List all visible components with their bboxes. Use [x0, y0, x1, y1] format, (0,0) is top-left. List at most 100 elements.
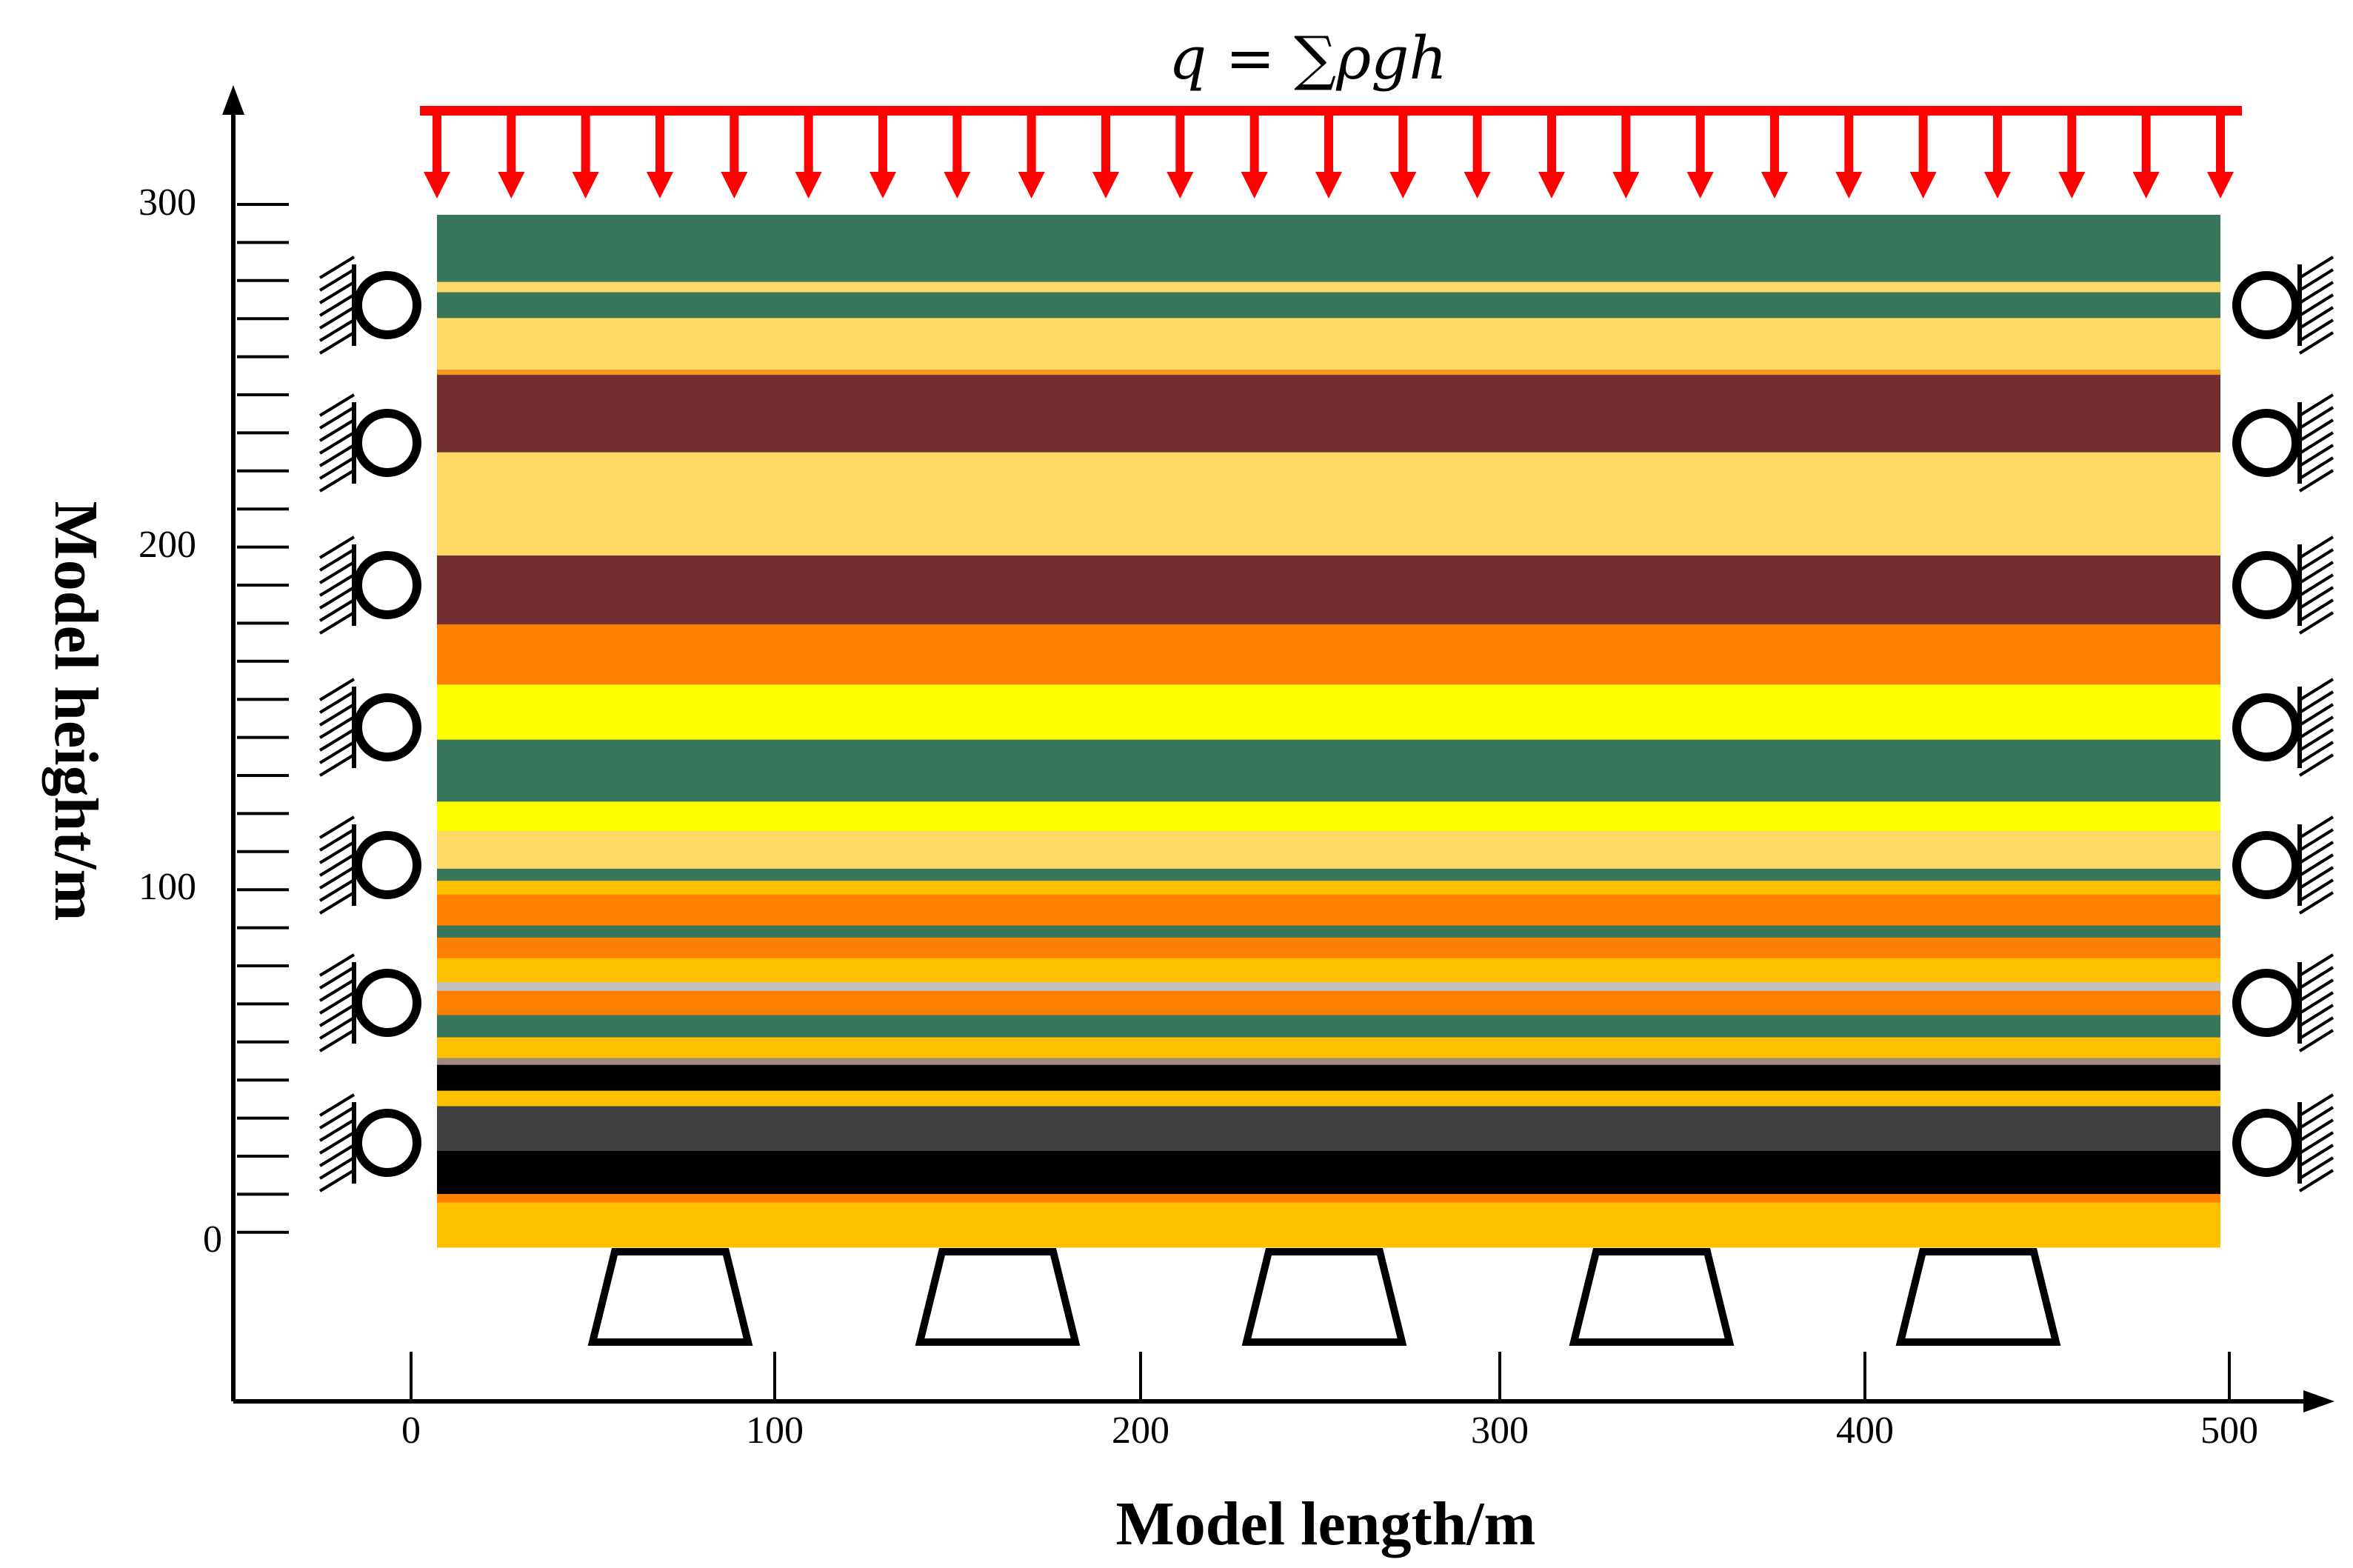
roller-hatch — [318, 281, 356, 304]
roller-hatch — [2298, 573, 2334, 597]
x-tick-label: 400 — [1836, 1409, 1894, 1452]
roller-hatch — [2298, 1144, 2334, 1167]
load-arrow-head — [1241, 172, 1268, 198]
stratum-layer — [437, 624, 2220, 685]
roller-hatch — [318, 866, 356, 890]
roller-hatch — [2298, 991, 2334, 1015]
load-arrow-head — [2058, 172, 2086, 198]
roller-hatch — [2298, 406, 2334, 430]
left-roller-supports — [318, 256, 421, 1192]
roller-hatch — [318, 1004, 356, 1027]
roller-hatch — [2298, 1169, 2334, 1192]
roller-circle — [2232, 1109, 2300, 1177]
roller-hatch — [318, 891, 356, 915]
roller-hatch — [318, 1029, 356, 1052]
load-bar — [420, 106, 2242, 116]
load-arrow-head — [870, 172, 896, 198]
x-tick-label: 300 — [1471, 1409, 1529, 1452]
roller-circle — [353, 693, 421, 761]
right-roller-support — [2232, 536, 2334, 635]
bottom-support — [587, 1248, 753, 1346]
roller-hatch — [318, 1106, 356, 1130]
roller-hatch — [2298, 978, 2334, 1002]
stratum-layer — [437, 1193, 2220, 1204]
bottom-support — [1241, 1248, 1407, 1346]
roller-hatch — [2298, 548, 2334, 572]
y-axis-ticks — [237, 203, 289, 1234]
load-arrow-head — [647, 172, 673, 198]
load-arrow-head — [1389, 172, 1417, 198]
roller-hatch — [2298, 841, 2334, 864]
stratum-layer — [437, 370, 2220, 376]
roller-hatch — [2298, 393, 2334, 417]
right-roller-support — [2232, 678, 2334, 777]
roller-hatch — [318, 598, 356, 622]
roller-circle — [353, 271, 421, 339]
roller-hatch — [318, 1144, 356, 1167]
roller-hatch — [318, 1169, 356, 1192]
y-tick-label: 0 — [203, 1218, 222, 1261]
roller-hatch — [318, 1093, 356, 1117]
right-roller-support — [2232, 815, 2334, 915]
roller-hatch — [2298, 469, 2334, 493]
roller-hatch — [2298, 878, 2334, 902]
stratum-layer — [437, 292, 2220, 318]
roller-hatch — [2298, 1029, 2334, 1052]
roller-hatch — [2298, 598, 2334, 622]
left-roller-support — [318, 256, 421, 355]
roller-circle — [353, 831, 421, 899]
load-arrow-head — [424, 172, 450, 198]
roller-hatch — [318, 690, 356, 714]
stratum-layer — [437, 894, 2220, 927]
roller-hatch — [318, 678, 356, 701]
roller-hatch — [2298, 1156, 2334, 1180]
roller-hatch — [2298, 318, 2334, 342]
stratum-layer — [437, 1202, 2220, 1248]
load-arrow-head — [1463, 172, 1491, 198]
roller-hatch — [318, 306, 356, 330]
y-axis-title: Model height/m — [41, 501, 110, 921]
roller-hatch — [318, 406, 356, 430]
right-roller-support — [2232, 953, 2334, 1052]
roller-hatch — [2298, 418, 2334, 442]
load-arrow-head — [2207, 172, 2234, 198]
load-arrow-head — [1538, 172, 1565, 198]
roller-hatch — [2298, 293, 2334, 317]
bottom-support — [915, 1248, 1081, 1346]
left-roller-support — [318, 1093, 421, 1192]
stratum-layer — [437, 1150, 2220, 1195]
load-arrow-head — [721, 172, 748, 198]
roller-hatch — [318, 741, 356, 764]
roller-hatch — [318, 331, 356, 355]
x-tick-label: 100 — [746, 1409, 804, 1452]
left-roller-support — [318, 393, 421, 493]
stratum-layer — [437, 739, 2220, 802]
roller-hatch — [318, 966, 356, 990]
x-tick-label: 200 — [1112, 1409, 1169, 1452]
roller-hatch — [2298, 966, 2334, 990]
load-arrow-head — [1686, 172, 1714, 198]
stratum-layer — [437, 801, 2220, 832]
roller-circle — [2232, 831, 2300, 899]
stratum-layer — [437, 958, 2220, 983]
x-axis-arrowhead — [2303, 1390, 2334, 1412]
roller-hatch — [2298, 728, 2334, 752]
roller-hatch — [2298, 1093, 2334, 1117]
roller-hatch — [2298, 828, 2334, 852]
roller-circle — [2232, 693, 2300, 761]
roller-hatch — [318, 293, 356, 317]
roller-hatch — [2298, 444, 2334, 467]
y-tick-label: 300 — [138, 181, 196, 224]
left-roller-support — [318, 536, 421, 635]
stratum-layer — [437, 990, 2220, 1015]
load-arrow-head — [1167, 172, 1194, 198]
load-arrow-head — [498, 172, 525, 198]
load-arrow-head — [1092, 172, 1119, 198]
roller-circle — [353, 1109, 421, 1177]
roller-hatch — [2298, 815, 2334, 839]
roller-hatch — [318, 728, 356, 752]
roller-hatch — [2298, 715, 2334, 739]
y-axis-arrowhead — [222, 85, 244, 115]
roller-hatch — [2298, 690, 2334, 714]
